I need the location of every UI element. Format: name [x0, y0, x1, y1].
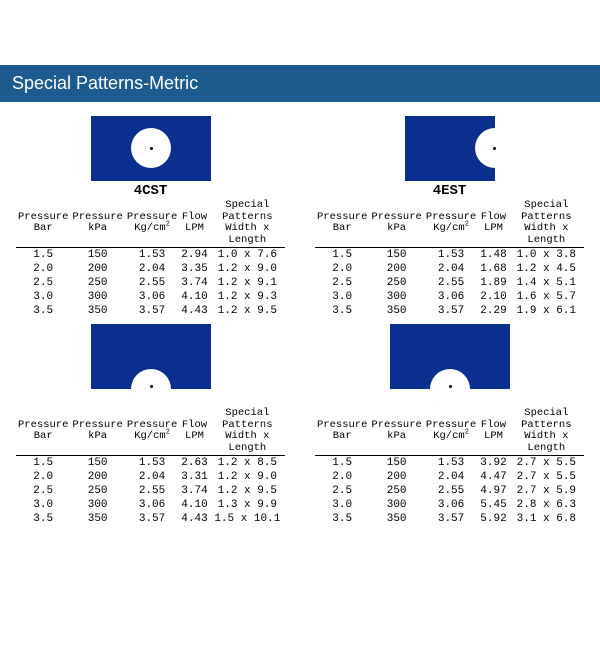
- table-row: 2.02002.044.47 2.7 x 5.5: [315, 470, 584, 484]
- col-kpa: PressurekPa: [369, 200, 423, 248]
- pattern-name: 4CST: [134, 183, 168, 199]
- spec-table: PressureBar PressurekPa PressureKg/cm2 F…: [16, 408, 285, 526]
- table-row: 3.53503.574.43 1.2 x 9.5: [16, 304, 285, 318]
- pattern-icon: [91, 116, 211, 181]
- panels-grid: 4CST PressureBar PressurekPa PressureKg/…: [0, 102, 600, 526]
- table-row: 1.51501.532.63 1.2 x 8.5: [16, 456, 285, 471]
- table-row: 3.03003.064.10 1.2 x 9.3: [16, 290, 285, 304]
- spec-panel: 4EST PressureBar PressurekPa PressureKg/…: [315, 110, 584, 318]
- col-kgcm: PressureKg/cm2: [424, 200, 478, 248]
- table-row: 3.03003.065.45 2.8 x 6.3: [315, 498, 584, 512]
- col-bar: PressureBar: [315, 408, 369, 456]
- spec-table: PressureBar PressurekPa PressureKg/cm2 F…: [315, 408, 584, 526]
- col-kpa: PressurekPa: [369, 408, 423, 456]
- col-bar: PressureBar: [16, 408, 70, 456]
- table-row: 3.03003.062.10 1.6 x 5.7: [315, 290, 584, 304]
- col-kpa: PressurekPa: [70, 408, 124, 456]
- col-lpm: FlowLPM: [478, 408, 508, 456]
- table-row: 2.02002.043.35 1.2 x 9.0: [16, 262, 285, 276]
- pattern-icon: [390, 324, 510, 389]
- pattern-icon: [91, 324, 211, 389]
- spec-table: PressureBar PressurekPa PressureKg/cm2 F…: [16, 200, 285, 318]
- table-row: 2.52502.554.97 2.7 x 5.9: [315, 484, 584, 498]
- spec-panel: 4CST PressureBar PressurekPa PressureKg/…: [16, 110, 285, 318]
- table-row: 1.51501.533.92 2.7 x 5.5: [315, 456, 584, 471]
- table-row: 2.02002.043.31 1.2 x 9.0: [16, 470, 285, 484]
- col-kgcm: PressureKg/cm2: [125, 200, 179, 248]
- col-kgcm: PressureKg/cm2: [424, 408, 478, 456]
- table-row: 3.03003.064.10 1.3 x 9.9: [16, 498, 285, 512]
- table-row: 2.52502.551.89 1.4 x 5.1: [315, 276, 584, 290]
- col-kpa: PressurekPa: [70, 200, 124, 248]
- spec-panel: 4SST PressureBar PressurekPa PressureKg/…: [16, 318, 285, 526]
- col-sp: Special PatternsWidth x Length: [210, 408, 285, 456]
- table-row: 1.51501.531.48 1.0 x 3.8: [315, 248, 584, 263]
- col-sp: Special PatternsWidth x Length: [509, 408, 584, 456]
- table-row: 3.53503.575.92 3.1 x 6.8: [315, 512, 584, 526]
- col-lpm: FlowLPM: [179, 408, 209, 456]
- col-lpm: FlowLPM: [179, 200, 209, 248]
- spec-table: PressureBar PressurekPa PressureKg/cm2 F…: [315, 200, 584, 318]
- table-row: 1.51501.532.94 1.0 x 7.6: [16, 248, 285, 263]
- table-row: 2.52502.553.74 1.2 x 9.5: [16, 484, 285, 498]
- col-kgcm: PressureKg/cm2: [125, 408, 179, 456]
- table-row: 2.52502.553.74 1.2 x 9.1: [16, 276, 285, 290]
- table-row: 3.53503.574.43 1.5 x 10.1: [16, 512, 285, 526]
- table-row: 2.02002.041.68 1.2 x 4.5: [315, 262, 584, 276]
- col-sp: Special PatternsWidth x Length: [210, 200, 285, 248]
- col-bar: PressureBar: [315, 200, 369, 248]
- pattern-icon: [390, 116, 510, 181]
- spec-panel: 9SST PressureBar PressurekPa PressureKg/…: [315, 318, 584, 526]
- col-bar: PressureBar: [16, 200, 70, 248]
- col-lpm: FlowLPM: [478, 200, 508, 248]
- table-row: 3.53503.572.29 1.9 x 6.1: [315, 304, 584, 318]
- pattern-name: 4EST: [433, 183, 467, 199]
- page-title: Special Patterns-Metric: [0, 65, 600, 102]
- col-sp: Special PatternsWidth x Length: [509, 200, 584, 248]
